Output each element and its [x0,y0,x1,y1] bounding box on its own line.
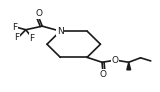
Text: O: O [112,56,119,65]
Text: F: F [15,33,20,42]
Text: O: O [35,9,42,18]
Text: O: O [99,70,106,79]
Text: N: N [57,27,64,36]
Polygon shape [127,62,131,70]
Text: F: F [29,34,35,43]
Text: F: F [12,23,17,32]
